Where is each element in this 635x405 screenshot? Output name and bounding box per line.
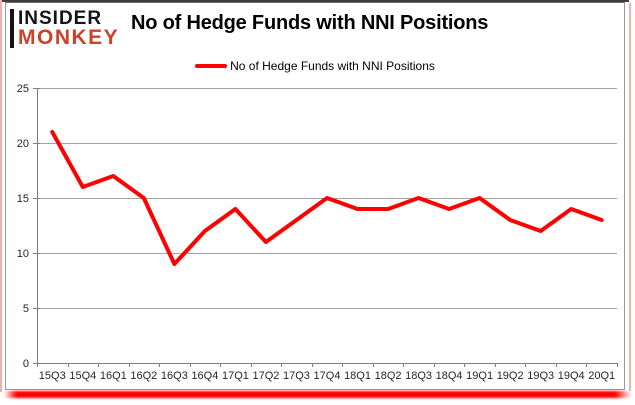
svg-text:15Q3: 15Q3 [39, 370, 66, 382]
chart-card: 0 5 10 15 20 25 15Q3 15Q4 16Q1 16Q2 16Q3 16Q4 17Q1 17… [5, 2, 625, 390]
legend-label: No of Hedge Funds with NNI Positions [230, 59, 435, 73]
svg-text:25: 25 [17, 83, 29, 95]
logo-insider-text: INSIDER [18, 8, 103, 29]
svg-text:17Q1: 17Q1 [222, 370, 249, 382]
svg-text:16Q1: 16Q1 [100, 370, 127, 382]
svg-text:19Q3: 19Q3 [527, 370, 554, 382]
svg-text:15: 15 [17, 193, 29, 205]
svg-text:10: 10 [17, 248, 29, 260]
svg-text:16Q3: 16Q3 [161, 370, 188, 382]
svg-text:0: 0 [23, 358, 29, 370]
frame-left-line [0, 0, 2, 392]
svg-text:5: 5 [23, 303, 29, 315]
svg-text:18Q2: 18Q2 [375, 370, 402, 382]
svg-text:16Q2: 16Q2 [130, 370, 157, 382]
legend: No of Hedge Funds with NNI Positions [6, 58, 624, 74]
frame-right-line [629, 3, 631, 391]
legend-line-swatch [195, 63, 228, 69]
svg-text:17Q4: 17Q4 [314, 370, 341, 382]
svg-text:19Q4: 19Q4 [558, 370, 585, 382]
logo-left-bar [10, 9, 14, 48]
red-glow-bar [4, 391, 631, 398]
svg-text:20: 20 [17, 138, 29, 150]
svg-text:20Q1: 20Q1 [588, 370, 615, 382]
svg-text:19Q1: 19Q1 [466, 370, 493, 382]
insider-monkey-logo[interactable]: INSIDER MONKEY [10, 9, 119, 48]
svg-text:17Q2: 17Q2 [252, 370, 279, 382]
svg-text:17Q3: 17Q3 [283, 370, 310, 382]
svg-text:19Q2: 19Q2 [497, 370, 524, 382]
svg-text:18Q1: 18Q1 [344, 370, 371, 382]
svg-text:18Q4: 18Q4 [436, 370, 463, 382]
logo-monkey-text: MONKEY [18, 26, 120, 49]
svg-text:18Q3: 18Q3 [405, 370, 432, 382]
svg-text:15Q4: 15Q4 [69, 370, 96, 382]
svg-text:16Q4: 16Q4 [191, 370, 218, 382]
frame-top-line [0, 0, 629, 2]
chart-title: No of Hedge Funds with NNI Positions [131, 12, 489, 34]
